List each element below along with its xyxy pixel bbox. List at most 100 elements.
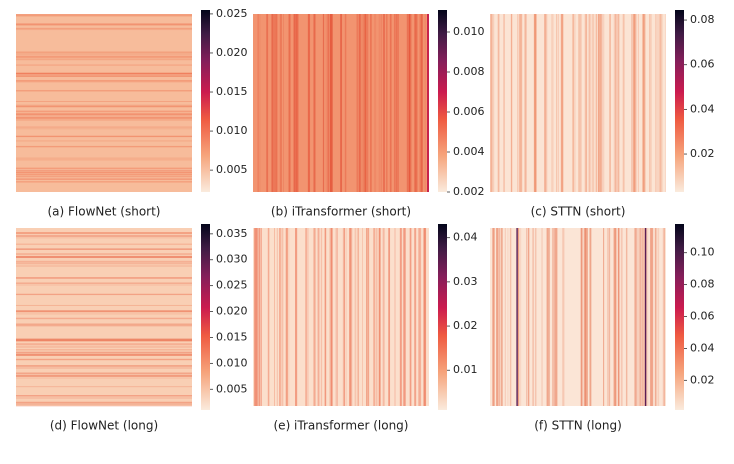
heatmap-texture [636,228,638,406]
heatmap-texture [16,346,192,348]
heatmap-texture [279,228,281,406]
heatmap-texture [534,14,537,192]
heatmap-texture [580,228,583,406]
heatmap-texture [324,228,327,406]
heatmap-texture [584,14,587,192]
heatmap-texture [254,228,255,406]
colorbar-tick-label: 0.010 [216,124,248,137]
heatmap-texture [496,228,498,406]
heatmap-texture [643,14,646,192]
heatmap-texture [415,14,418,192]
colorbar-tick-label: 0.020 [216,305,248,318]
heatmap-texture [272,14,275,192]
heatmap-texture [544,14,547,192]
heatmap-texture [562,228,565,406]
heatmap-texture [16,237,192,239]
colorbar-tick-label: 0.03 [453,275,478,288]
heatmap-texture [620,228,623,406]
heatmap-texture [644,228,647,406]
heatmap-texture [500,228,503,406]
heatmap-texture [497,14,500,192]
heatmap-texture [414,228,417,406]
heatmap-texture [418,228,420,406]
heatmap-texture [16,405,192,407]
heatmap-texture [16,14,192,17]
heatmap-texture [16,403,192,405]
heatmap-texture [553,228,556,406]
heatmap-texture [634,228,637,406]
heatmap-texture [289,14,291,192]
heatmap-texture [276,14,278,192]
heatmap-texture [282,228,284,406]
heatmap-texture [274,228,275,406]
heatmap-texture [409,228,412,406]
heatmap-texture [16,178,192,181]
heatmap-texture [588,14,591,192]
heatmap-texture [551,14,553,192]
heatmap-texture [606,228,608,406]
colorbar-tick-label: 0.002 [453,185,485,198]
heatmap-texture [16,353,192,356]
heatmap-texture [323,14,325,192]
heatmap-texture [16,345,192,347]
heatmap-texture [16,386,192,388]
panel-caption: (e) iTransformer (long) [274,419,409,433]
heatmap-texture [16,119,192,121]
heatmap-texture [394,228,396,406]
heatmap-texture [585,14,588,192]
heatmap-texture [344,14,347,192]
heatmap-texture [305,228,308,406]
heatmap-texture [16,110,192,113]
colorbar-tick-label: 0.02 [690,147,715,160]
heatmap-texture [649,14,652,192]
heatmap-texture [552,228,554,406]
heatmap-texture [407,14,409,192]
heatmap-texture [275,14,277,192]
heatmap-texture [351,228,353,406]
panel: 0.01 0.02 0.03 0.04 (e) iTransformer (long) [253,224,478,433]
heatmap-texture [602,14,604,192]
heatmap-texture [16,277,192,279]
heatmap-texture [16,343,192,345]
heatmap-texture [414,14,417,192]
heatmap-texture [255,228,257,406]
heatmap-texture [342,228,345,406]
heatmap-texture [421,14,423,192]
heatmap-texture [643,14,646,192]
heatmap-texture [325,14,327,192]
heatmap-texture [329,14,331,192]
heatmap-texture [366,14,369,192]
colorbar-tick-label: 0.08 [690,13,715,26]
heatmap-texture [403,228,406,406]
heatmap-texture [528,228,530,406]
panel: 0.005 0.010 0.015 0.020 0.025 0.030 0.035 (d) F… [16,224,248,433]
heatmap-texture [318,228,321,406]
heatmap-texture [16,313,192,315]
heatmap-texture [254,228,256,406]
heatmap-texture [295,228,298,406]
heatmap-texture [646,228,649,406]
heatmap-texture [16,116,192,119]
heatmap-texture [330,228,333,406]
heatmap-texture [511,14,513,192]
heatmap-texture [555,228,558,406]
heatmap-texture [424,14,426,192]
heatmap-texture [280,228,282,406]
heatmap-texture [662,228,664,406]
heatmap-texture [307,228,309,406]
heatmap-texture [16,27,192,31]
heatmap-texture [518,14,521,192]
heatmap-texture [560,14,563,192]
heatmap-texture [16,101,192,102]
panel: 0.02 0.04 0.06 0.08 (c) STTN (short) [490,10,715,219]
heatmap-texture [557,14,559,192]
heatmap-texture [613,228,616,406]
heatmap-texture [520,14,523,192]
heatmap-texture [322,14,324,192]
heatmap-texture [362,14,365,192]
heatmap-texture [617,14,620,192]
heatmap-texture [622,14,625,192]
heatmap-texture [657,228,659,406]
heatmap-texture [330,14,333,192]
heatmap-texture [534,14,537,192]
